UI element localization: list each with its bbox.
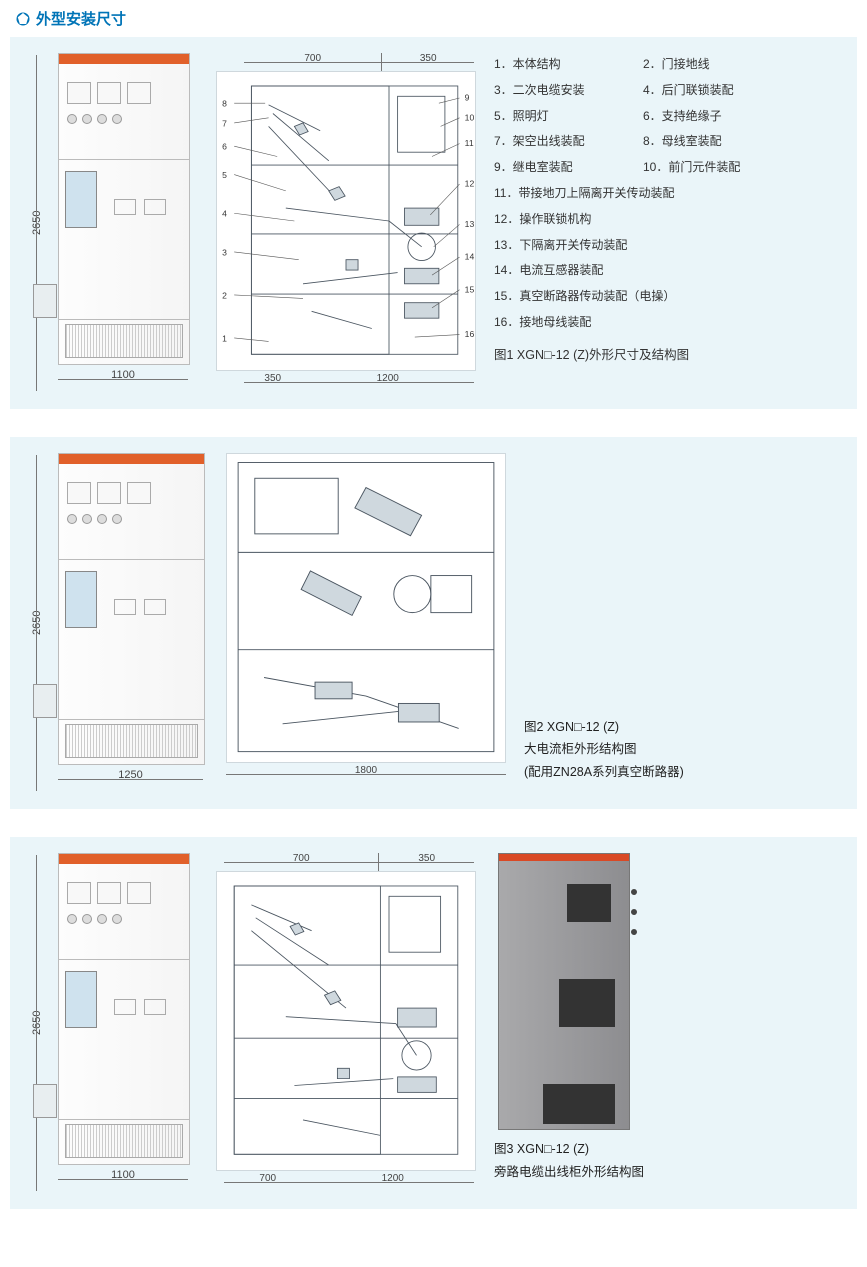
svg-text:10: 10 bbox=[465, 112, 475, 122]
fig1-top-dims: 700 350 bbox=[244, 53, 474, 71]
svg-text:9: 9 bbox=[465, 93, 470, 103]
svg-text:5: 5 bbox=[222, 170, 227, 180]
svg-text:12: 12 bbox=[465, 179, 475, 189]
fig1-caption: 图1 XGN□-12 (Z)外形尺寸及结构图 bbox=[494, 344, 784, 368]
fig1-bottom-dims: 350 1200 bbox=[244, 373, 474, 391]
fig3-bottom-dims: 700 1200 bbox=[224, 1173, 474, 1191]
fig1-width-dim: 1100 bbox=[58, 369, 188, 393]
svg-text:16: 16 bbox=[465, 329, 475, 339]
svg-text:8: 8 bbox=[222, 99, 227, 109]
left-callouts: 8 7 6 5 4 3 2 1 bbox=[222, 99, 303, 344]
svg-text:11: 11 bbox=[465, 138, 474, 148]
fig1-schematic: 8 7 6 5 4 3 2 1 9 10 11 12 13 14 bbox=[216, 71, 476, 371]
legend-item: 6．支持绝缘子 bbox=[643, 105, 784, 128]
fig2-schematic bbox=[226, 453, 506, 763]
bullet-icon bbox=[16, 12, 30, 26]
legend-item: 5．照明灯 bbox=[494, 105, 635, 128]
svg-text:15: 15 bbox=[465, 284, 475, 294]
svg-text:13: 13 bbox=[465, 219, 475, 229]
legend-item: 13．下隔离开关传动装配 bbox=[494, 234, 784, 257]
figure1-panel: 2650 1100 700 350 bbox=[10, 37, 857, 409]
cabinet-photo-1 bbox=[58, 53, 190, 365]
legend-item: 8．母线室装配 bbox=[643, 130, 784, 153]
figure2-panel: 2650 1250 bbox=[10, 437, 857, 809]
legend-item: 10．前门元件装配 bbox=[643, 156, 784, 179]
fig1-legend: 1．本体结构 2．门接地线 3．二次电缆安装 4．后门联锁装配 5．照明灯 6．支持绝缘子… bbox=[494, 53, 784, 334]
legend-item: 7．架空出线装配 bbox=[494, 130, 635, 153]
legend-item: 14．电流互感器装配 bbox=[494, 259, 784, 282]
svg-text:4: 4 bbox=[222, 209, 227, 219]
fig2-width-dim: 1250 bbox=[58, 769, 203, 793]
svg-text:6: 6 bbox=[222, 142, 227, 152]
figure3-panel: 2650 1100 700 350 bbox=[10, 837, 857, 1209]
fig2-caption: 图2 XGN□-12 (Z) 大电流柜外形结构图 (配用ZN28A系列真空断路器… bbox=[524, 716, 814, 784]
rear-cabinet-photo bbox=[498, 853, 630, 1130]
svg-text:1: 1 bbox=[222, 333, 227, 343]
legend-item: 3．二次电缆安装 bbox=[494, 79, 635, 102]
fig3-top-dims: 700 350 bbox=[224, 853, 474, 871]
svg-text:14: 14 bbox=[465, 252, 475, 262]
fig3-caption: 图3 XGN□-12 (Z) 旁路电缆出线柜外形结构图 bbox=[494, 1138, 654, 1183]
fig3-schematic bbox=[216, 871, 476, 1171]
legend-item: 9．继电室装配 bbox=[494, 156, 635, 179]
legend-item: 11．带接地刀上隔离开关传动装配 bbox=[494, 182, 784, 205]
cabinet-photo-3 bbox=[58, 853, 190, 1165]
legend-item: 4．后门联锁装配 bbox=[643, 79, 784, 102]
svg-text:3: 3 bbox=[222, 247, 227, 257]
section-title-text: 外型安装尺寸 bbox=[36, 8, 126, 29]
fig1-height-dim: 2650 bbox=[26, 53, 48, 393]
fig2-bottom-dim: 1800 bbox=[226, 765, 506, 783]
legend-item: 12．操作联锁机构 bbox=[494, 208, 784, 231]
section-title: 外型安装尺寸 bbox=[16, 8, 857, 29]
legend-item: 15．真空断路器传动装配（电操） bbox=[494, 285, 784, 308]
svg-text:7: 7 bbox=[222, 118, 227, 128]
cabinet-photo-2 bbox=[58, 453, 205, 765]
svg-text:2: 2 bbox=[222, 290, 227, 300]
legend-item: 2．门接地线 bbox=[643, 53, 784, 76]
fig3-width-dim: 1100 bbox=[58, 1169, 188, 1193]
legend-item: 16．接地母线装配 bbox=[494, 311, 784, 334]
fig2-height-dim: 2650 bbox=[26, 453, 48, 793]
fig3-height-dim: 2650 bbox=[26, 853, 48, 1193]
legend-item: 1．本体结构 bbox=[494, 53, 635, 76]
